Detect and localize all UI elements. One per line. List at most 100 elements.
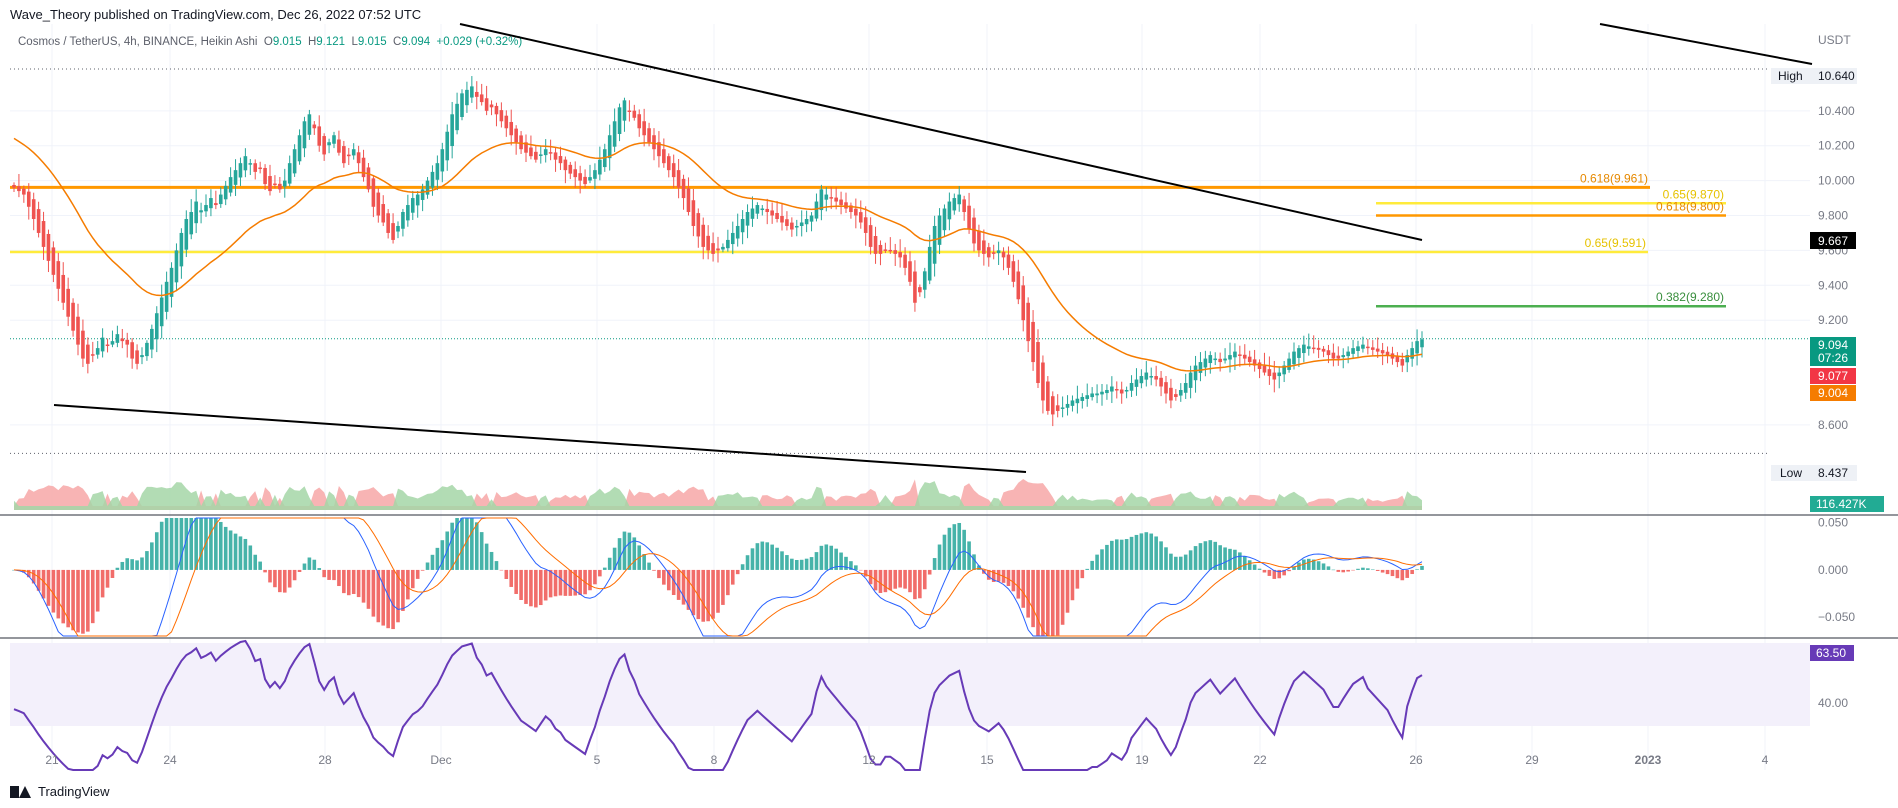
macd-bar — [194, 518, 198, 570]
macd-bar — [1361, 567, 1365, 570]
macd-bar — [1282, 569, 1286, 576]
macd-bar — [972, 554, 976, 570]
time-axis[interactable]: 21 24 28 Dec 5 8 12 15 19 22 26 29 2023 4 — [45, 753, 1768, 767]
candle — [1282, 360, 1286, 383]
macd-bar — [1110, 540, 1114, 570]
candle — [844, 192, 848, 214]
macd-bar — [1252, 564, 1257, 570]
macd-bar — [1400, 569, 1405, 581]
candle — [790, 217, 794, 237]
time-tick-5: 5 — [594, 753, 601, 767]
macd-bar — [484, 543, 489, 570]
macd-bar — [1257, 568, 1262, 570]
candle — [888, 237, 893, 254]
macd-bar — [425, 562, 430, 570]
macd-bar — [460, 518, 464, 570]
candle — [41, 211, 46, 260]
candle — [996, 241, 1001, 265]
candle — [100, 328, 105, 358]
candle — [612, 108, 617, 153]
macd-bar — [765, 542, 770, 570]
macd-bar — [179, 518, 184, 570]
candle — [863, 206, 868, 246]
candle — [268, 164, 272, 196]
macd-bar — [553, 569, 558, 597]
macd-bar — [1405, 569, 1410, 578]
candle — [273, 175, 277, 189]
macd-bar — [174, 518, 179, 570]
candle — [1228, 342, 1232, 373]
candle — [642, 108, 646, 147]
candle — [1336, 346, 1341, 366]
candle — [120, 328, 125, 349]
last-price-tag: 9.094 07:26 — [1810, 337, 1856, 366]
candle — [135, 344, 139, 370]
macd-bar — [120, 561, 125, 570]
macd-bar — [499, 569, 504, 571]
low-value: 9.015 — [357, 36, 387, 48]
macd-bar — [996, 569, 1001, 582]
macd-bar — [381, 569, 386, 626]
macd-bar — [386, 569, 390, 629]
candle — [1085, 383, 1090, 407]
lower-trendline[interactable] — [53, 404, 1027, 473]
candle — [1129, 375, 1134, 397]
candle — [1154, 365, 1158, 387]
macd-bar — [1050, 569, 1055, 636]
macd-bar — [199, 518, 203, 570]
macd-bar — [819, 545, 824, 570]
macd-bar — [307, 557, 312, 570]
candle — [440, 142, 445, 183]
candle — [583, 169, 587, 188]
macd-bar — [760, 541, 765, 570]
tradingview-brand[interactable]: TradingView — [10, 784, 110, 799]
macd-bar — [105, 569, 110, 588]
upper-trendline-right[interactable] — [1599, 23, 1813, 65]
macd-bar — [1041, 569, 1045, 636]
rsi-band — [10, 643, 1810, 726]
candle — [509, 109, 514, 146]
time-tick-15: 15 — [980, 753, 994, 767]
candle — [1238, 345, 1242, 367]
macd-bar — [1174, 556, 1178, 570]
candle — [627, 100, 632, 122]
macd-bar — [1233, 549, 1237, 570]
candle — [1331, 343, 1336, 367]
macd-bar — [297, 569, 302, 572]
macd-bar — [957, 522, 962, 570]
macd-bar — [711, 569, 715, 619]
macd-bar — [755, 543, 760, 570]
macd-bar — [509, 569, 514, 587]
candle — [312, 121, 317, 135]
upper-trendline-left[interactable] — [459, 23, 1423, 241]
candle — [90, 341, 95, 363]
candle — [470, 76, 474, 103]
macd-bar — [465, 518, 469, 570]
macd-bar — [991, 569, 996, 582]
macd-bar — [1262, 569, 1267, 573]
candle — [1016, 259, 1021, 305]
low-tag-label: Low — [1780, 466, 1802, 480]
candle — [686, 177, 691, 216]
macd-bar — [1351, 569, 1355, 571]
macd-bar — [913, 569, 917, 600]
candle — [396, 221, 400, 239]
candle — [76, 303, 80, 356]
fibonacci-levels[interactable]: 0.618(9.961) 0.65(9.591) 0.65(9.870)0.618(… — [10, 171, 1726, 308]
macd-bar — [1287, 569, 1291, 572]
candle — [71, 298, 75, 337]
candle — [1114, 381, 1119, 399]
volume-up-area — [14, 481, 1422, 510]
macd-bar — [1395, 569, 1400, 579]
candle — [337, 130, 341, 156]
macd-bar — [474, 522, 479, 570]
macd-bar — [233, 533, 238, 570]
macd-bar — [750, 548, 755, 570]
macd-bar — [406, 569, 410, 600]
macd-bar — [1065, 569, 1070, 613]
macd-bar — [1183, 554, 1188, 570]
candle — [154, 306, 159, 353]
macd-bar — [986, 569, 991, 580]
candle — [558, 146, 563, 170]
